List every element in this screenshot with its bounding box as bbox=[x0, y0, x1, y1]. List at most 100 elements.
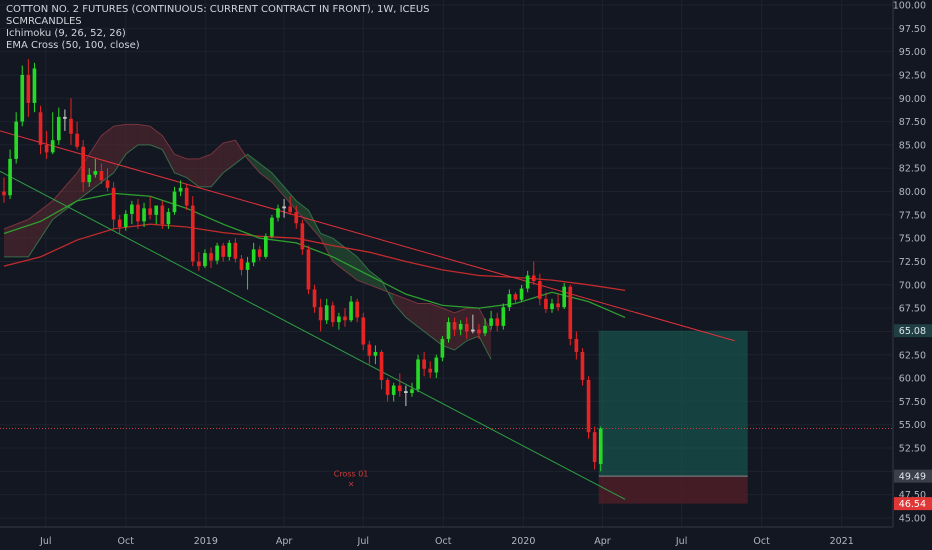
cloud-segment-bearish bbox=[4, 219, 29, 257]
candle bbox=[385, 378, 390, 402]
candle-body bbox=[142, 208, 146, 222]
candle bbox=[355, 298, 359, 323]
candle-body bbox=[550, 303, 554, 310]
price-axis-label: 70.00 bbox=[899, 280, 926, 291]
time-axis-labels: Jul Oct 2019 Apr Jul Oct 2020 Apr Jul Oct 2021 bbox=[39, 536, 854, 547]
candle bbox=[32, 62, 37, 113]
candle-body bbox=[434, 357, 439, 373]
price-axis-label: 82.50 bbox=[899, 164, 926, 175]
candle bbox=[87, 168, 92, 187]
cloud-segment-bullish bbox=[369, 270, 382, 290]
candle-body bbox=[56, 116, 61, 141]
candle bbox=[8, 149, 12, 200]
candle bbox=[324, 298, 329, 324]
price-axis-label: 80.00 bbox=[899, 187, 926, 198]
price-axis-label: 92.50 bbox=[899, 70, 926, 81]
candle bbox=[93, 158, 98, 178]
candle-body bbox=[276, 208, 280, 218]
candle bbox=[166, 208, 171, 229]
cloud-segment-bearish bbox=[405, 298, 419, 327]
study-ichimoku[interactable]: Ichimoku (9, 26, 52, 26) bbox=[6, 28, 126, 39]
price-axis-label: 87.50 bbox=[899, 117, 926, 128]
candle bbox=[105, 168, 110, 192]
candle-body bbox=[343, 316, 347, 321]
candle-body bbox=[349, 301, 353, 321]
study-scmrcandles[interactable]: SCMRCANDLES bbox=[6, 16, 82, 27]
candle-body bbox=[556, 303, 560, 308]
candle bbox=[221, 242, 226, 262]
candle bbox=[489, 310, 493, 330]
study-ema-cross[interactable]: EMA Cross (50, 100, close) bbox=[6, 40, 140, 51]
time-axis-label: Jul bbox=[357, 536, 369, 547]
candle-body bbox=[428, 368, 433, 373]
candle bbox=[184, 184, 189, 211]
candle-body bbox=[215, 245, 219, 261]
candle bbox=[464, 317, 469, 339]
candle bbox=[471, 314, 475, 334]
candle bbox=[306, 245, 311, 295]
candle-body bbox=[8, 158, 12, 196]
cloud-segment-bearish bbox=[137, 124, 151, 145]
price-axis-label: 97.50 bbox=[899, 24, 926, 35]
symbol-title[interactable]: COTTON NO. 2 FUTURES (CONTINUOUS: CURREN… bbox=[6, 4, 430, 15]
candle-body bbox=[245, 262, 250, 270]
stop-price-tag-bg bbox=[894, 497, 932, 511]
candle bbox=[117, 214, 122, 234]
candle-body bbox=[452, 322, 457, 330]
cloud-segment-bullish bbox=[259, 163, 272, 183]
candle-body bbox=[483, 325, 487, 334]
candle bbox=[50, 112, 55, 155]
candle-body bbox=[519, 288, 524, 300]
candle bbox=[550, 298, 554, 313]
ema-100-line bbox=[3, 223, 626, 292]
candle-body bbox=[190, 205, 195, 262]
candle bbox=[75, 121, 79, 150]
candle bbox=[178, 180, 183, 197]
candle-body bbox=[379, 351, 384, 380]
candle-body bbox=[544, 298, 548, 310]
candle bbox=[513, 292, 518, 304]
candle bbox=[233, 238, 238, 263]
price-axis-label: 90.00 bbox=[899, 94, 926, 105]
candle bbox=[245, 256, 250, 290]
candle bbox=[136, 199, 140, 229]
candle-body bbox=[507, 294, 512, 308]
candle bbox=[495, 312, 500, 332]
position-loss-zone bbox=[598, 476, 748, 504]
candle-body bbox=[136, 204, 140, 222]
cloud-segment-bearish bbox=[52, 172, 78, 220]
candle-body bbox=[209, 253, 213, 261]
candle bbox=[172, 186, 177, 215]
price-axis-label: 67.50 bbox=[899, 304, 926, 315]
candle bbox=[190, 196, 195, 267]
candle-body bbox=[458, 323, 463, 330]
candle-body bbox=[81, 146, 85, 183]
candle bbox=[123, 210, 128, 231]
cloud-segment-bullish bbox=[308, 210, 321, 239]
candle-body bbox=[300, 223, 305, 250]
candle bbox=[525, 270, 530, 293]
candle bbox=[111, 182, 116, 229]
candle-body bbox=[154, 205, 159, 215]
candle bbox=[483, 318, 487, 337]
candle-body bbox=[32, 68, 37, 103]
candle-body bbox=[221, 245, 226, 257]
candle bbox=[300, 219, 305, 255]
entry-price-tag-bg bbox=[894, 469, 932, 483]
candle-body bbox=[63, 116, 67, 119]
trendline-support bbox=[0, 170, 626, 500]
candle-body bbox=[464, 323, 469, 332]
candle bbox=[288, 196, 293, 215]
candle bbox=[56, 107, 61, 145]
candle-body bbox=[44, 144, 49, 153]
candle bbox=[160, 200, 165, 229]
candle-body bbox=[26, 74, 31, 103]
candle-body bbox=[440, 338, 445, 358]
cloud-segment-bearish bbox=[162, 135, 175, 173]
cloud-segment-bearish bbox=[223, 140, 236, 173]
candle bbox=[203, 249, 207, 269]
candle-body bbox=[14, 121, 19, 159]
time-axis-label: 2021 bbox=[830, 536, 854, 547]
candle bbox=[197, 252, 201, 271]
